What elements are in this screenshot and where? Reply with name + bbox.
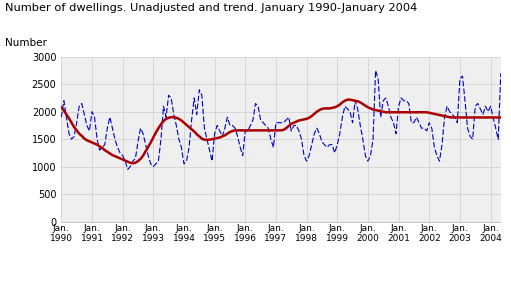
Number of dwellings, trend (58, 106, 64, 109)
Number of dwellings, unadjusted (222, 126, 228, 130)
Line: Number of dwellings, trend: Number of dwellings, trend (61, 100, 501, 163)
Number of dwellings, trend (130, 162, 136, 165)
Number of dwellings, unadjusted (398, 96, 404, 100)
Number of dwellings, trend (222, 133, 228, 137)
Number of dwellings, unadjusted (498, 72, 504, 75)
Number of dwellings, unadjusted (454, 121, 460, 124)
Number of dwellings, unadjusted (383, 96, 389, 100)
Number of dwellings, trend (398, 110, 404, 114)
Number of dwellings, trend (344, 98, 351, 101)
Number of dwellings, trend (273, 129, 279, 132)
Number of dwellings, trend (301, 118, 307, 121)
Number of dwellings, unadjusted (58, 116, 64, 119)
Number of dwellings, unadjusted (373, 69, 379, 72)
Number of dwellings, unadjusted (301, 154, 307, 157)
Number of dwellings, trend (454, 116, 460, 119)
Number of dwellings, trend (498, 116, 504, 119)
Number of dwellings, unadjusted (273, 121, 279, 124)
Number of dwellings, trend (383, 110, 389, 114)
Text: Number: Number (5, 38, 47, 48)
Number of dwellings, unadjusted (125, 168, 131, 171)
Text: Number of dwellings. Unadjusted and trend. January 1990-January 2004: Number of dwellings. Unadjusted and tren… (5, 3, 417, 13)
Line: Number of dwellings, unadjusted: Number of dwellings, unadjusted (61, 70, 501, 169)
